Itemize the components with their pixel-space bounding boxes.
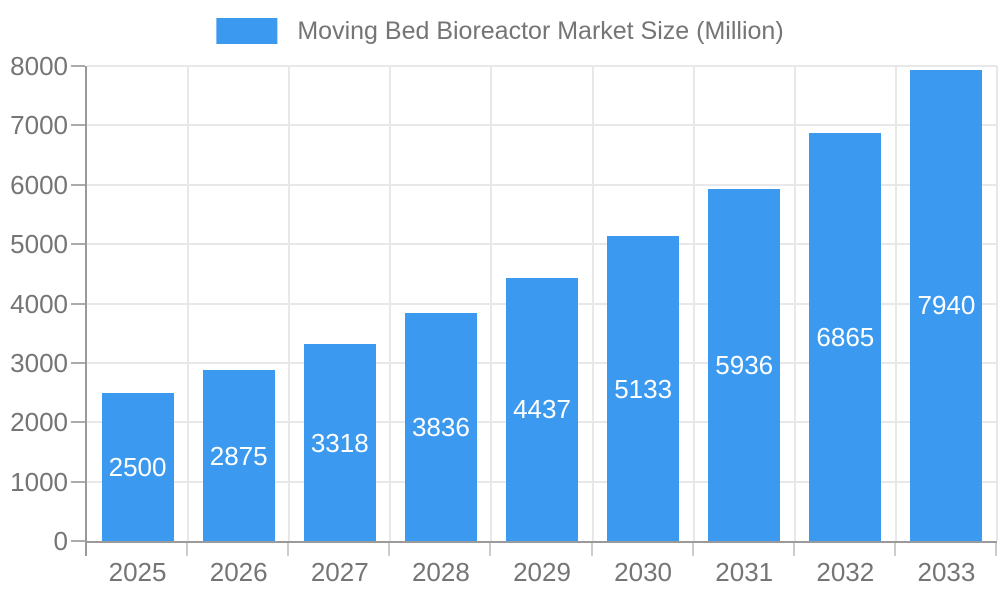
x-tick-mark: [590, 543, 593, 556]
y-tick-mark: [71, 124, 85, 127]
x-tick-mark: [85, 543, 87, 556]
bar-value-label: 3836: [411, 412, 470, 443]
x-tick-label: 2032: [816, 557, 875, 587]
x-tick-mark: [186, 543, 189, 556]
plot-area: 2500 2875 3318 3836 4437 5133 5936 6865 7940: [85, 65, 998, 543]
x-tick-mark: [388, 543, 391, 556]
x-tick-label: 2028: [411, 557, 470, 587]
gridline-v: [389, 66, 392, 541]
x-tick-label: 2030: [614, 557, 673, 587]
bar-value-label: 2500: [108, 451, 167, 482]
bar[interactable]: 4437: [506, 277, 578, 541]
y-tick-label: 2000: [10, 407, 68, 438]
gridline-h: [87, 183, 997, 186]
bar[interactable]: 7940: [910, 69, 983, 541]
bar-value-label: 5133: [614, 373, 673, 404]
y-tick-mark: [71, 361, 85, 364]
gridline-v: [288, 66, 291, 541]
x-tick-mark: [489, 543, 492, 556]
gridline-h: [87, 65, 997, 67]
bar[interactable]: 3318: [303, 344, 376, 541]
y-tick-mark: [71, 480, 85, 483]
y-tick-mark: [71, 183, 85, 186]
bar-value-label: 4437: [513, 394, 571, 425]
gridline-h: [87, 124, 997, 127]
y-tick-mark: [71, 65, 85, 67]
bar[interactable]: 5936: [708, 188, 781, 541]
x-tick-label: 2033: [917, 557, 976, 587]
gridline-v: [996, 66, 998, 541]
bar[interactable]: 5133: [607, 236, 680, 541]
x-tick-label: 2026: [209, 557, 268, 587]
bar-value-label: 5936: [715, 349, 774, 380]
x-tick-label: 2025: [108, 557, 167, 587]
y-tick-label: 8000: [10, 51, 68, 81]
y-tick-label: 1000: [10, 466, 68, 497]
y-tick-label: 7000: [10, 110, 68, 141]
bar-value-label: 7940: [917, 290, 976, 321]
y-tick-label: 0: [53, 526, 68, 556]
gridline-v: [894, 66, 897, 541]
bar-value-label: 2875: [209, 440, 268, 471]
legend-swatch-icon: [216, 18, 278, 44]
bar-value-label: 3318: [310, 427, 369, 458]
x-tick-label: 2029: [513, 557, 571, 587]
gridline-v: [793, 66, 796, 541]
y-tick-mark: [71, 243, 85, 246]
x-tick-label: 2031: [715, 557, 774, 587]
bar[interactable]: 3836: [404, 313, 477, 541]
gridline-h: [87, 243, 997, 246]
gridline-v: [692, 66, 695, 541]
x-tick-mark: [893, 543, 896, 556]
legend-item[interactable]: Moving Bed Bioreactor Market Size (Milli…: [216, 16, 784, 46]
y-tick-mark: [71, 421, 85, 424]
gridline-v: [591, 66, 594, 541]
bar[interactable]: 2500: [101, 392, 174, 541]
y-tick-label: 5000: [10, 229, 68, 260]
legend: Moving Bed Bioreactor Market Size (Milli…: [216, 16, 784, 46]
y-tick-label: 3000: [10, 347, 68, 378]
legend-label: Moving Bed Bioreactor Market Size (Milli…: [297, 17, 784, 45]
x-tick-mark: [792, 543, 795, 556]
x-tick-mark: [691, 543, 694, 556]
y-tick-label: 4000: [10, 288, 68, 319]
bar[interactable]: 6865: [809, 133, 882, 541]
gridline-v: [490, 66, 493, 541]
x-tick-mark: [287, 543, 290, 556]
gridline-v: [187, 66, 190, 541]
y-tick-mark: [71, 302, 85, 305]
y-tick-mark: [71, 540, 85, 542]
bar[interactable]: 2875: [202, 370, 275, 541]
x-tick-mark: [995, 543, 997, 556]
x-tick-label: 2027: [310, 557, 369, 587]
y-tick-label: 6000: [10, 169, 68, 200]
bar-value-label: 6865: [816, 322, 875, 353]
